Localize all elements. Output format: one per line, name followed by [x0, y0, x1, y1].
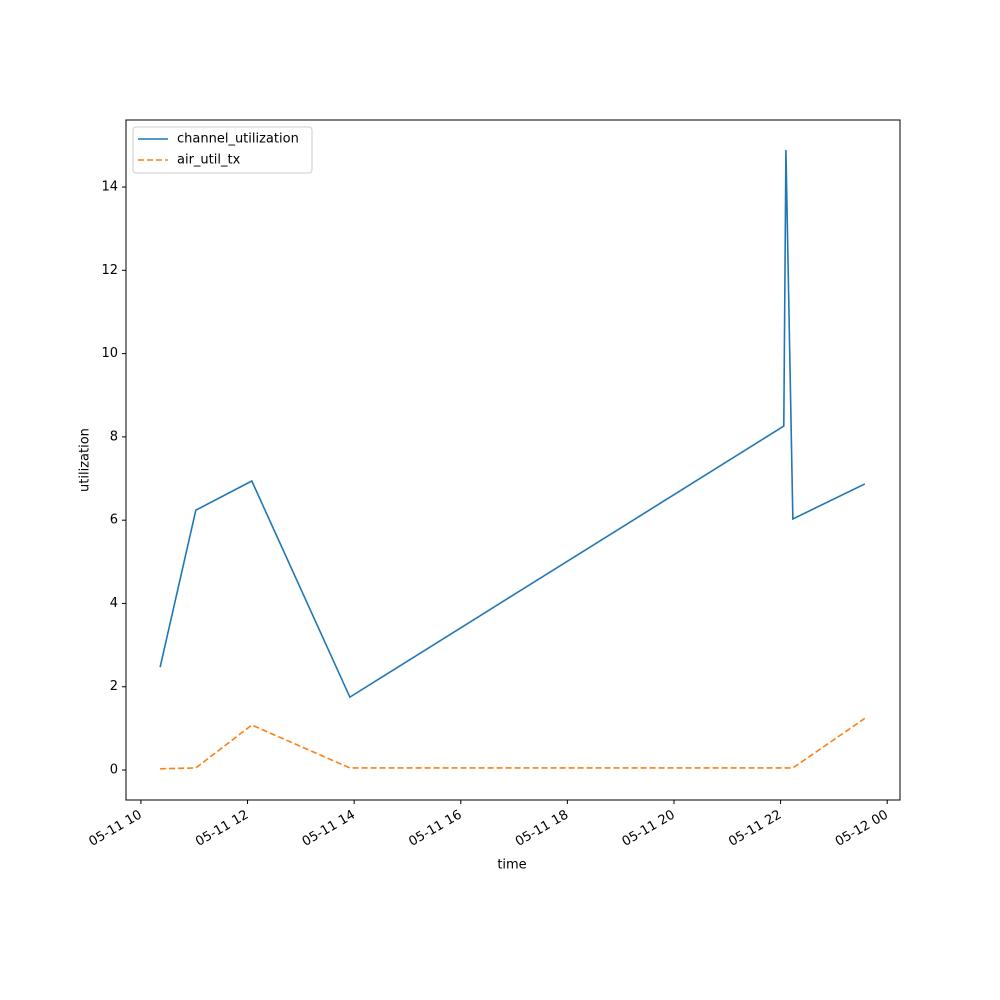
y-tick-label: 2 — [110, 679, 118, 694]
legend-box — [132, 126, 313, 174]
y-axis-label: utilization — [78, 428, 93, 492]
y-tick-label: 10 — [101, 346, 118, 361]
series-line — [160, 717, 866, 770]
axes-frame — [125, 119, 901, 801]
y-tick-label: 14 — [101, 180, 118, 195]
y-tick-label: 0 — [110, 763, 118, 778]
legend-label: channel_utilization — [177, 132, 299, 147]
x-tick-label: 05-11 14 — [300, 808, 358, 850]
y-tick-label: 12 — [101, 263, 118, 278]
x-tick-label: 05-11 10 — [87, 808, 145, 850]
legend-label: air_util_tx — [177, 153, 241, 168]
x-tick-label: 05-11 12 — [193, 808, 251, 850]
x-tick-label: 05-11 22 — [726, 808, 784, 850]
y-tick-label: 4 — [110, 596, 118, 611]
x-axis-label: time — [497, 858, 526, 873]
x-tick-label: 05-11 16 — [406, 808, 464, 850]
y-tick-label: 6 — [110, 513, 118, 528]
series-line — [159, 149, 866, 699]
x-tick-label: 05-11 20 — [620, 808, 678, 850]
x-tick-label: 05-12 00 — [833, 808, 891, 850]
x-tick-label: 05-11 18 — [513, 808, 571, 850]
y-tick-label: 8 — [110, 429, 118, 444]
